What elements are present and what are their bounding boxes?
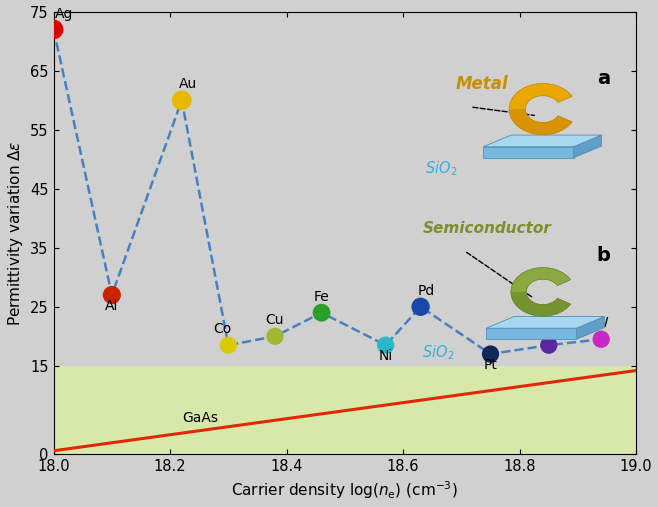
Wedge shape (511, 268, 570, 316)
Text: Ag: Ag (55, 7, 73, 21)
Polygon shape (486, 328, 576, 339)
Text: Cu: Cu (266, 313, 284, 328)
Text: a: a (597, 69, 610, 88)
Y-axis label: Permittivity variation $\Delta\varepsilon$: Permittivity variation $\Delta\varepsilo… (5, 140, 24, 326)
Point (380, 341, 391, 349)
Wedge shape (509, 84, 572, 135)
Text: GaAs: GaAs (182, 411, 218, 425)
Text: Semiconductor: Semiconductor (423, 221, 552, 236)
Point (415, 303, 426, 311)
Text: Metal: Metal (455, 75, 508, 93)
Polygon shape (574, 135, 601, 158)
Polygon shape (483, 147, 574, 158)
Point (485, 350, 495, 358)
Text: Fe: Fe (314, 290, 330, 304)
Text: Pd: Pd (418, 284, 435, 298)
Text: SiO$_2$: SiO$_2$ (422, 343, 454, 361)
Point (596, 335, 607, 343)
Text: Pt: Pt (484, 358, 497, 372)
X-axis label: Carrier density log($n_\mathrm{e}$) (cm$^{-3}$): Carrier density log($n_\mathrm{e}$) (cm$… (232, 480, 458, 501)
Bar (53, 366, 636, 454)
Text: Au: Au (178, 78, 197, 91)
Polygon shape (486, 316, 605, 328)
Point (270, 332, 280, 340)
Point (223, 341, 234, 349)
Text: b: b (596, 246, 610, 265)
Text: Al: Al (105, 299, 118, 313)
Text: W: W (594, 316, 608, 331)
Point (107, 291, 117, 299)
Point (544, 341, 554, 349)
Point (48, 25, 59, 33)
Wedge shape (511, 292, 570, 316)
Wedge shape (509, 109, 572, 135)
Text: Ni: Ni (378, 349, 393, 363)
Point (176, 96, 187, 104)
Polygon shape (576, 316, 605, 339)
Text: Co: Co (213, 322, 232, 336)
Point (316, 309, 327, 317)
Text: SiO$_2$: SiO$_2$ (425, 159, 457, 178)
Text: Ti: Ti (543, 322, 555, 336)
Polygon shape (483, 135, 601, 147)
